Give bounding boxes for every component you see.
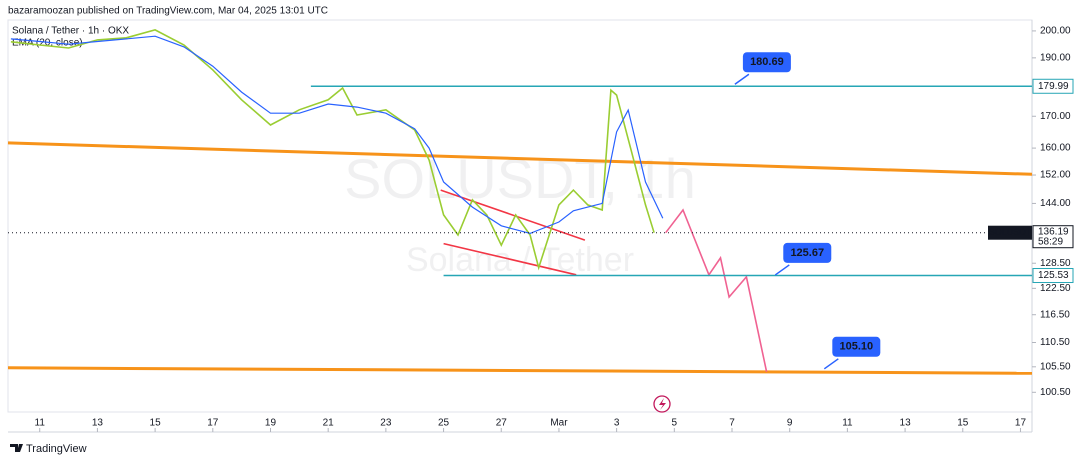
x-tick-label: 7 bbox=[729, 418, 735, 429]
icon-bolt[interactable] bbox=[659, 398, 666, 410]
x-tick-label: 13 bbox=[92, 418, 104, 429]
x-tick-label: 17 bbox=[207, 418, 219, 429]
x-tick-label: 19 bbox=[265, 418, 277, 429]
y-tick-label: 152.00 bbox=[1040, 170, 1071, 181]
y-tick-label: 100.50 bbox=[1040, 387, 1071, 398]
y-tick-label: 160.00 bbox=[1040, 143, 1071, 154]
x-tick-label: 11 bbox=[35, 418, 46, 429]
callout-pointer bbox=[823, 358, 839, 370]
symbol-label: SOLUSDT bbox=[989, 227, 1032, 237]
watermark-sub: Solana / Tether bbox=[406, 241, 634, 279]
x-tick-label: 17 bbox=[1015, 418, 1027, 429]
y-tick-label: 200.00 bbox=[1040, 26, 1071, 37]
header: bazaramoozan published on TradingView.co… bbox=[8, 6, 328, 17]
trend-line bbox=[665, 208, 768, 372]
x-tick-label: 13 bbox=[900, 418, 912, 429]
icon-circle[interactable] bbox=[653, 395, 671, 413]
trend-line bbox=[443, 242, 577, 276]
x-tick-label: 9 bbox=[787, 418, 793, 429]
callout-pointer bbox=[774, 264, 790, 276]
y-tick-label: 116.50 bbox=[1040, 309, 1070, 320]
callout-pointer bbox=[734, 73, 750, 85]
symbol-box bbox=[988, 225, 1032, 240]
x-tick-label: Mar bbox=[550, 418, 568, 429]
y-tick-label: 190.00 bbox=[1040, 52, 1071, 63]
countdown-label: 58:29 bbox=[1038, 236, 1063, 247]
trend-line bbox=[440, 189, 586, 241]
callout-label: 105.10 bbox=[839, 341, 873, 353]
trend-line bbox=[7, 366, 1033, 375]
price-line bbox=[10, 35, 664, 235]
callout-box bbox=[832, 336, 881, 357]
chart-title: Solana / Tether · 1h · OKX bbox=[12, 26, 129, 37]
x-tick-label: 21 bbox=[323, 418, 335, 429]
callout-box bbox=[783, 242, 832, 263]
last-price-label: 136.19 bbox=[1038, 226, 1069, 237]
callout-label: 125.67 bbox=[790, 247, 824, 259]
x-tick-label: 5 bbox=[672, 418, 678, 429]
y-tick-label: 128.50 bbox=[1040, 258, 1071, 269]
x-tick-label: 15 bbox=[150, 418, 162, 429]
x-tick-label: 25 bbox=[438, 418, 450, 429]
price-line bbox=[10, 29, 655, 271]
callout-label: 180.69 bbox=[750, 56, 784, 68]
x-tick-label: 11 bbox=[842, 418, 853, 429]
x-tick-label: 23 bbox=[380, 418, 392, 429]
indicator-label: EMA (20, close) bbox=[12, 38, 83, 49]
x-tick-label: 15 bbox=[957, 418, 969, 429]
y-tick-label: 105.50 bbox=[1040, 361, 1071, 372]
footer: TradingView bbox=[26, 443, 87, 455]
y-tick-label: 110.50 bbox=[1040, 337, 1070, 348]
callout-box bbox=[742, 52, 791, 73]
x-tick-label: 3 bbox=[614, 418, 620, 429]
level-label: 125.53 bbox=[1038, 270, 1069, 281]
y-tick-label: 144.00 bbox=[1040, 198, 1071, 209]
footer-logo bbox=[10, 444, 23, 452]
level-label-box bbox=[1032, 268, 1074, 284]
lightning-icon[interactable] bbox=[653, 395, 671, 413]
y-tick-label: 170.00 bbox=[1040, 111, 1071, 122]
y-tick-label: 122.50 bbox=[1040, 283, 1071, 294]
last-price-box bbox=[1032, 225, 1074, 249]
level-label-box bbox=[1032, 78, 1074, 94]
level-label: 179.99 bbox=[1038, 81, 1069, 92]
x-tick-label: 27 bbox=[496, 418, 508, 429]
trend-line bbox=[7, 141, 1033, 176]
